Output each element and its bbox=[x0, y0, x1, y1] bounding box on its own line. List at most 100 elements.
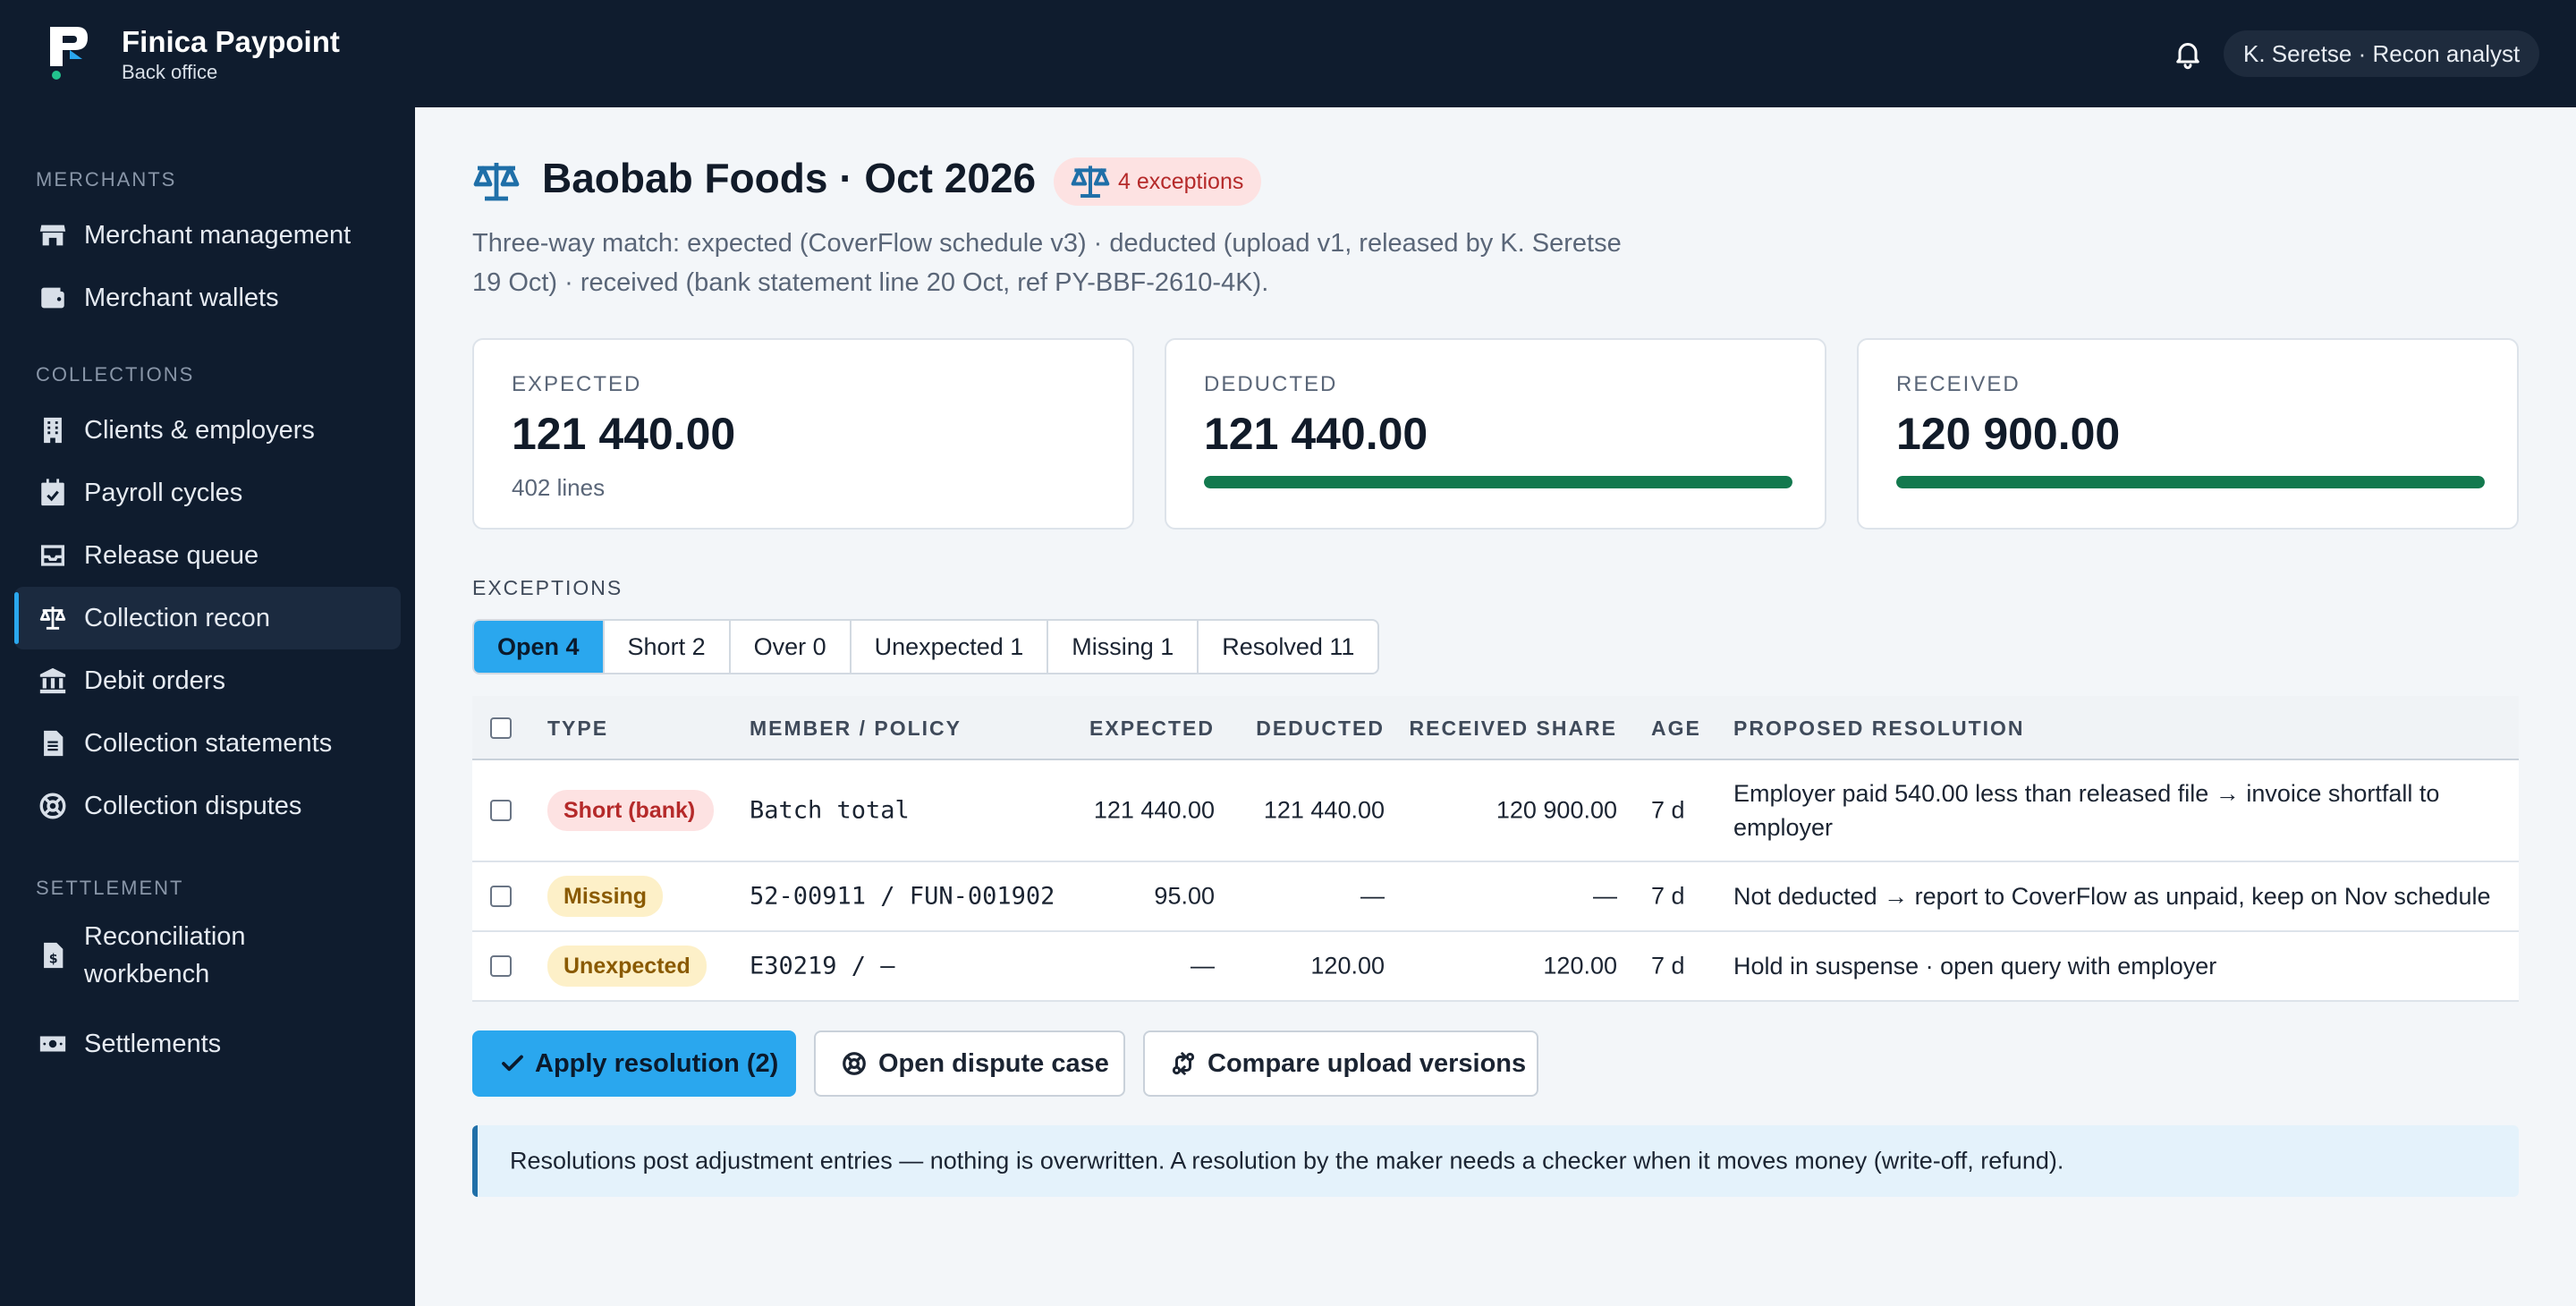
exceptions-heading: EXCEPTIONS bbox=[472, 576, 623, 599]
lifebuoy-icon bbox=[39, 793, 66, 819]
sidebar-section-merchants: MERCHANTS bbox=[36, 168, 177, 191]
exception-filter-tabs: Open 4 Short 2 Over 0 Unexpected 1 Missi… bbox=[472, 619, 1380, 674]
tab-over[interactable]: Over 0 bbox=[731, 621, 852, 673]
compare-arrows-icon bbox=[1172, 1052, 1195, 1075]
column-member-policy[interactable]: MEMBER / POLICY bbox=[750, 717, 962, 740]
proposed-resolution: Not deducted → report to CoverFlow as un… bbox=[1733, 883, 2491, 910]
sidebar-section-collections: COLLECTIONS bbox=[36, 363, 195, 386]
sidebar-item-collection-statements[interactable]: Collection statements bbox=[14, 712, 401, 775]
info-note-text: Resolutions post adjustment entries — no… bbox=[510, 1147, 2064, 1175]
lifebuoy-icon bbox=[843, 1052, 866, 1075]
scale-icon bbox=[1071, 165, 1110, 198]
brand-subtitle: Back office bbox=[122, 61, 218, 83]
received-amount: — bbox=[1593, 882, 1617, 910]
sidebar-item-collection-recon[interactable]: Collection recon bbox=[14, 587, 401, 649]
sidebar-item-merchant-management[interactable]: Merchant management bbox=[14, 204, 401, 267]
tab-short[interactable]: Short 2 bbox=[605, 621, 731, 673]
brand-name: Finica Paypoint bbox=[122, 25, 340, 58]
proposed-resolution: Employer paid 540.00 less than released … bbox=[1733, 780, 2440, 841]
expected-card: EXPECTED 121 440.00 402 lines bbox=[472, 338, 1134, 530]
received-progress-fill bbox=[1896, 476, 2485, 488]
received-value: 120 900.00 bbox=[1896, 409, 2121, 459]
sidebar-item-label: Reconciliation workbench bbox=[84, 922, 246, 988]
age: 7 d bbox=[1651, 882, 1685, 910]
page-subtitle: Three-way match: expected (CoverFlow sch… bbox=[472, 229, 1622, 297]
sidebar-item-merchant-wallets[interactable]: Merchant wallets bbox=[14, 267, 401, 329]
type-badge-short: Short (bank) bbox=[547, 790, 714, 831]
deducted-value: 121 440.00 bbox=[1204, 409, 1428, 459]
user-menu[interactable]: K. Seretse · Recon analyst bbox=[2224, 30, 2540, 77]
file-dollar-icon: $ bbox=[44, 942, 64, 969]
age: 7 d bbox=[1651, 796, 1685, 824]
expected-amount: — bbox=[1191, 952, 1215, 980]
sidebar-item-label: Settlements bbox=[84, 1030, 222, 1058]
column-expected[interactable]: EXPECTED bbox=[1089, 717, 1215, 740]
row-checkbox[interactable] bbox=[490, 955, 512, 977]
member-policy: Batch total bbox=[750, 796, 910, 825]
sidebar-item-reconciliation-workbench[interactable]: $ Reconciliation workbench bbox=[14, 911, 401, 1000]
sidebar-item-release-queue[interactable]: Release queue bbox=[14, 524, 401, 587]
open-dispute-button[interactable]: Open dispute case bbox=[814, 1030, 1125, 1097]
column-proposed-resolution[interactable]: PROPOSED RESOLUTION bbox=[1733, 717, 2025, 740]
exceptions-badge: 4 exceptions bbox=[1054, 157, 1262, 206]
tab-unexpected[interactable]: Unexpected 1 bbox=[852, 621, 1049, 673]
table-row[interactable]: Missing 52-00911 / FUN-001902 95.00 — — … bbox=[472, 862, 2519, 932]
building-icon bbox=[44, 417, 62, 444]
deducted-amount: — bbox=[1360, 882, 1385, 910]
bell-icon[interactable] bbox=[2172, 38, 2204, 70]
sidebar-item-label: Debit orders bbox=[84, 666, 225, 695]
received-progress-bar bbox=[1896, 476, 2485, 488]
sidebar-item-debit-orders[interactable]: Debit orders bbox=[14, 649, 401, 712]
scale-icon bbox=[473, 163, 520, 201]
tab-resolved[interactable]: Resolved 11 bbox=[1222, 633, 1355, 660]
apply-resolution-button[interactable]: Apply resolution (2) bbox=[472, 1030, 796, 1097]
deducted-progress-bar bbox=[1204, 476, 1792, 488]
column-received-share[interactable]: RECEIVED SHARE bbox=[1409, 717, 1617, 740]
main-content: Baobab Foods · Oct 2026 4 exceptions Thr… bbox=[415, 107, 2576, 1306]
sidebar-item-label: Merchant management bbox=[84, 221, 352, 250]
age: 7 d bbox=[1651, 952, 1685, 980]
info-note: Resolutions post adjustment entries — no… bbox=[472, 1125, 2519, 1197]
tab-missing[interactable]: Missing 1 bbox=[1048, 621, 1199, 673]
deducted-progress-fill bbox=[1204, 476, 1792, 488]
column-type[interactable]: TYPE bbox=[547, 717, 609, 740]
sidebar-item-label: Collection statements bbox=[84, 729, 333, 758]
check-icon bbox=[502, 1055, 523, 1072]
tab-open[interactable]: Open 4 bbox=[474, 621, 605, 673]
sidebar-item-label: Clients & employers bbox=[84, 416, 315, 445]
sidebar-item-label: Payroll cycles bbox=[84, 479, 243, 507]
sidebar-item-settlements[interactable]: Settlements bbox=[14, 1013, 401, 1075]
expected-lines: 402 lines bbox=[512, 474, 606, 501]
sidebar-item-label: Release queue bbox=[84, 541, 259, 570]
sidebar-item-label: Merchant wallets bbox=[84, 284, 279, 312]
member-policy: 52-00911 / FUN-001902 bbox=[750, 882, 1055, 911]
expected-label: EXPECTED bbox=[512, 372, 642, 396]
select-all-checkbox[interactable] bbox=[490, 717, 512, 739]
expected-amount: 95.00 bbox=[1154, 882, 1215, 910]
compare-upload-versions-button[interactable]: Compare upload versions bbox=[1143, 1030, 1538, 1097]
inbox-icon bbox=[40, 545, 65, 566]
sidebar-item-payroll-cycles[interactable]: Payroll cycles bbox=[14, 462, 401, 524]
deducted-amount: 120.00 bbox=[1310, 952, 1385, 980]
column-age[interactable]: AGE bbox=[1651, 717, 1701, 740]
exceptions-table: TYPE MEMBER / POLICY EXPECTED DEDUCTED R… bbox=[472, 696, 2519, 1002]
sidebar-item-clients-employers[interactable]: Clients & employers bbox=[14, 399, 401, 462]
table-row[interactable]: Unexpected E30219 / — — 120.00 120.00 7 … bbox=[472, 932, 2519, 1002]
sidebar-item-collection-disputes[interactable]: Collection disputes bbox=[14, 775, 401, 837]
column-deducted[interactable]: DEDUCTED bbox=[1256, 717, 1385, 740]
row-checkbox[interactable] bbox=[490, 886, 512, 907]
sidebar-section-settlement: SETTLEMENT bbox=[36, 877, 184, 899]
top-bar: Finica Paypoint Back office K. Seretse ·… bbox=[0, 0, 2576, 107]
type-badge-missing: Missing bbox=[547, 876, 664, 917]
scale-icon bbox=[39, 606, 66, 630]
store-icon bbox=[39, 225, 66, 246]
row-checkbox[interactable] bbox=[490, 800, 512, 821]
calendar-check-icon bbox=[41, 479, 64, 506]
received-amount: 120 900.00 bbox=[1496, 796, 1617, 824]
table-row[interactable]: Short (bank) Batch total 121 440.00 121 … bbox=[472, 760, 2519, 862]
document-icon bbox=[44, 730, 64, 757]
expected-amount: 121 440.00 bbox=[1093, 796, 1215, 824]
received-label: RECEIVED bbox=[1896, 372, 2021, 396]
deducted-label: DEDUCTED bbox=[1204, 372, 1338, 396]
expected-value: 121 440.00 bbox=[512, 409, 736, 459]
